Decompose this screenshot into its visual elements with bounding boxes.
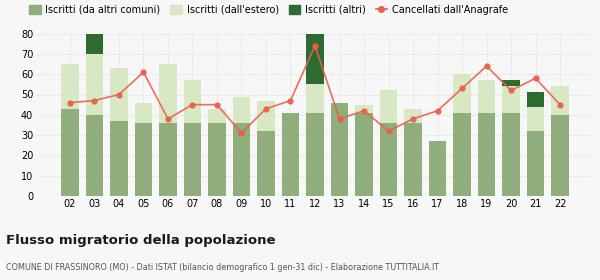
Bar <box>478 80 495 113</box>
Bar <box>257 101 275 131</box>
Bar <box>551 115 569 196</box>
Text: Flusso migratorio della popolazione: Flusso migratorio della popolazione <box>6 234 275 247</box>
Bar <box>184 123 201 196</box>
Bar <box>380 123 397 196</box>
Bar <box>307 113 323 196</box>
Bar <box>184 80 201 123</box>
Legend: Iscritti (da altri comuni), Iscritti (dall'estero), Iscritti (altri), Cancellati: Iscritti (da altri comuni), Iscritti (da… <box>29 5 508 15</box>
Bar <box>502 87 520 113</box>
Bar <box>86 34 103 54</box>
Bar <box>208 109 226 123</box>
Bar <box>282 113 299 196</box>
Bar <box>429 141 446 196</box>
Bar <box>355 113 373 196</box>
Bar <box>135 123 152 196</box>
Bar <box>233 97 250 123</box>
Bar <box>233 123 250 196</box>
Bar <box>61 64 79 109</box>
Bar <box>307 30 323 84</box>
Bar <box>110 121 128 196</box>
Bar <box>551 87 569 115</box>
Bar <box>380 90 397 123</box>
Bar <box>110 68 128 121</box>
Bar <box>208 123 226 196</box>
Text: COMUNE DI FRASSINORO (MO) - Dati ISTAT (bilancio demografico 1 gen-31 dic) - Ela: COMUNE DI FRASSINORO (MO) - Dati ISTAT (… <box>6 263 439 272</box>
Bar <box>502 113 520 196</box>
Bar <box>307 84 323 113</box>
Bar <box>404 123 422 196</box>
Bar <box>478 113 495 196</box>
Bar <box>135 103 152 123</box>
Bar <box>454 113 470 196</box>
Bar <box>527 107 544 131</box>
Bar <box>61 109 79 196</box>
Bar <box>160 64 176 123</box>
Bar <box>355 105 373 113</box>
Bar <box>86 54 103 115</box>
Bar <box>527 131 544 196</box>
Bar <box>331 103 348 196</box>
Bar <box>454 74 470 113</box>
Bar <box>502 80 520 86</box>
Bar <box>257 131 275 196</box>
Bar <box>160 123 176 196</box>
Bar <box>86 115 103 196</box>
Bar <box>404 109 422 123</box>
Bar <box>527 92 544 107</box>
